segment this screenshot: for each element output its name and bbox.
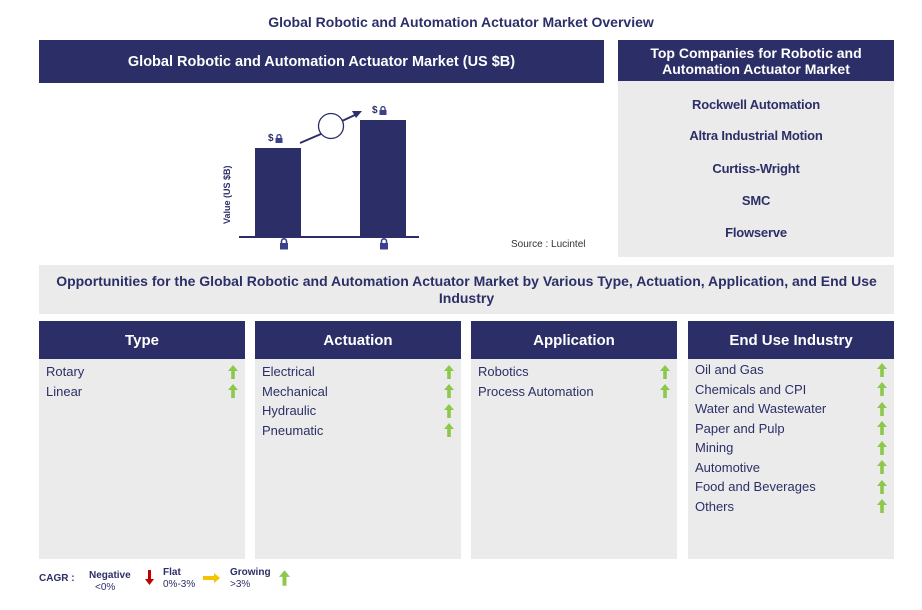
- companies-list: Rockwell Automation Altra Industrial Mot…: [618, 81, 894, 257]
- cagr-arrow-icon: [299, 111, 362, 144]
- segment-header: Type: [39, 321, 245, 359]
- growth-arrow-icon: [877, 479, 887, 494]
- list-item: Rotary: [39, 362, 245, 382]
- growth-arrow-icon: [877, 440, 887, 455]
- legend-label: CAGR :: [39, 573, 75, 584]
- companies-header: Top Companies for Robotic and Automation…: [618, 40, 894, 81]
- growth-arrow-icon: [228, 364, 238, 379]
- list-item: Linear: [39, 382, 245, 402]
- segment-header: Application: [471, 321, 677, 359]
- growth-arrow-icon: [877, 401, 887, 416]
- growth-arrow-icon: [877, 499, 887, 514]
- y-axis-label: Value (US $B): [222, 165, 232, 224]
- growth-arrow-icon: [228, 384, 238, 399]
- list-item: Automotive: [688, 458, 894, 478]
- bar-1: [255, 148, 301, 236]
- segment-header: Actuation: [255, 321, 461, 359]
- company-item: Rockwell Automation: [692, 97, 820, 112]
- growth-arrow-icon: [660, 384, 670, 399]
- legend-flat-range: 0%-3%: [163, 579, 196, 590]
- growth-arrow-icon: [660, 364, 670, 379]
- legend-growing: Growing: [230, 567, 271, 578]
- company-item: Altra Industrial Motion: [689, 128, 823, 143]
- growth-arrow-icon: [877, 460, 887, 475]
- list-item: Others: [688, 497, 894, 517]
- bar-2-value: $: [372, 105, 387, 116]
- page-title: Global Robotic and Automation Actuator M…: [268, 14, 654, 30]
- bar-chart: Value (US $B) $ $ Source : Lucintel: [39, 83, 604, 260]
- growth-arrow-icon: [444, 403, 454, 418]
- opportunities-title: Opportunities for the Global Robotic and…: [39, 265, 894, 314]
- flat-arrow-icon: [203, 573, 220, 583]
- list-item: Water and Wastewater: [688, 399, 894, 419]
- list-item: Food and Beverages: [688, 477, 894, 497]
- growth-arrow-icon: [444, 423, 454, 438]
- list-item: Mining: [688, 438, 894, 458]
- segment-application: Application Robotics Process Automation: [471, 321, 677, 559]
- growth-arrow-icon: [444, 364, 454, 379]
- bar-1-value: $: [268, 133, 283, 144]
- growth-arrow-icon: [877, 421, 887, 436]
- list-item: Hydraulic: [255, 401, 461, 421]
- chart-header: Global Robotic and Automation Actuator M…: [39, 40, 604, 83]
- x-axis: [239, 236, 419, 238]
- lock-icon: [379, 106, 387, 115]
- list-item: Oil and Gas: [688, 360, 894, 380]
- company-item: SMC: [741, 193, 771, 208]
- growth-arrow-icon: [444, 384, 454, 399]
- x-label-lock-icon: [280, 238, 288, 250]
- legend-growing-range: >3%: [230, 579, 251, 590]
- source-label: Source : Lucintel: [511, 239, 586, 250]
- lock-icon: [275, 134, 283, 143]
- company-item: Curtiss-Wright: [712, 161, 800, 176]
- company-item: Flowserve: [725, 225, 787, 240]
- list-item: Paper and Pulp: [688, 419, 894, 439]
- segment-type: Type Rotary Linear: [39, 321, 245, 559]
- segment-actuation: Actuation Electrical Mechanical Hydrauli…: [255, 321, 461, 559]
- legend-negative-range: <0%: [95, 582, 116, 593]
- growth-arrow-icon: [877, 362, 887, 377]
- negative-arrow-icon: [145, 570, 154, 585]
- growth-arrow-icon: [877, 382, 887, 397]
- x-label-lock-icon: [380, 238, 388, 250]
- list-item: Chemicals and CPI: [688, 380, 894, 400]
- legend-negative: Negative: [89, 570, 131, 581]
- segment-end-use-industry: End Use Industry Oil and Gas Chemicals a…: [688, 321, 894, 559]
- cagr-legend: CAGR : Negative <0% Flat 0%-3% Growing >…: [39, 566, 339, 596]
- growing-arrow-icon: [279, 570, 290, 586]
- legend-flat: Flat: [163, 567, 181, 578]
- bar-2: [360, 120, 406, 236]
- list-item: Robotics: [471, 362, 677, 382]
- list-item: Electrical: [255, 362, 461, 382]
- segment-header: End Use Industry: [688, 321, 894, 359]
- list-item: Process Automation: [471, 382, 677, 402]
- list-item: Mechanical: [255, 382, 461, 402]
- list-item: Pneumatic: [255, 421, 461, 441]
